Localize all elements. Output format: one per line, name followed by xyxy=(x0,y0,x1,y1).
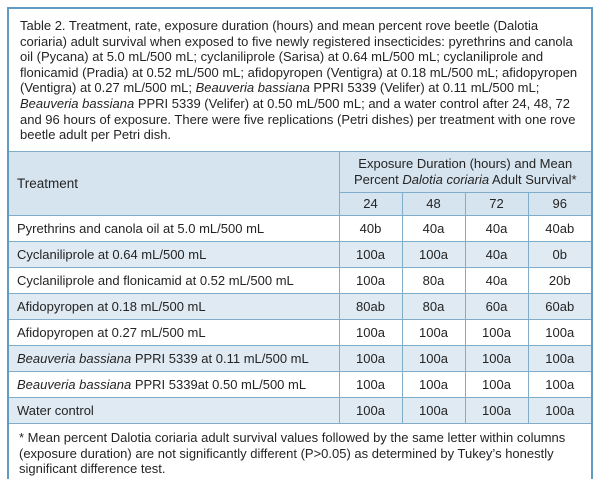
survival-value: 100a xyxy=(338,266,403,294)
survival-value: 100a xyxy=(401,344,466,372)
survival-value: 100a xyxy=(464,370,529,398)
survival-value: 100a xyxy=(338,344,403,372)
survival-value: 20b xyxy=(527,266,592,294)
table-header: Treatment Exposure Duration (hours) and … xyxy=(8,151,592,216)
treatment-name: Beauveria bassiana PPRI 5339at 0.50 mL/5… xyxy=(8,370,340,398)
survival-value: 80a xyxy=(401,292,466,320)
survival-value: 100a xyxy=(401,318,466,346)
survival-value: 100a xyxy=(338,318,403,346)
hour-header-48: 48 xyxy=(401,191,466,216)
survival-table: Treatment Exposure Duration (hours) and … xyxy=(8,151,592,424)
treatment-name: Pyrethrins and canola oil at 5.0 mL/500 … xyxy=(8,214,340,242)
header-row-hours: 24 48 72 96 xyxy=(9,191,592,216)
table-row: Pyrethrins and canola oil at 5.0 mL/500 … xyxy=(8,214,592,242)
survival-value: 40a xyxy=(464,240,529,268)
table-row: Cyclaniliprole and flonicamid at 0.52 mL… xyxy=(8,266,592,294)
treatment-name: Beauveria bassiana PPRI 5339 at 0.11 mL/… xyxy=(8,344,340,372)
header-row-group: Treatment Exposure Duration (hours) and … xyxy=(8,151,592,216)
survival-column-group-header: Exposure Duration (hours) and Mean Perce… xyxy=(338,151,592,193)
table-footnote: * Mean percent Dalotia coriaria adult su… xyxy=(9,423,591,484)
table-row: Afidopyropen at 0.27 mL/500 mL 100a 100a… xyxy=(8,318,592,346)
survival-value: 80a xyxy=(401,266,466,294)
table-row: Cyclaniliprole at 0.64 mL/500 mL 100a 10… xyxy=(8,240,592,268)
survival-value: 60a xyxy=(464,292,529,320)
table-row: Water control 100a 100a 100a 100a xyxy=(8,396,592,424)
table-row: Beauveria bassiana PPRI 5339at 0.50 mL/5… xyxy=(8,370,592,398)
survival-value: 60ab xyxy=(527,292,592,320)
treatment-name: Cyclaniliprole and flonicamid at 0.52 mL… xyxy=(8,266,340,294)
treatment-name: Afidopyropen at 0.18 mL/500 mL xyxy=(8,292,340,320)
table-row: Afidopyropen at 0.18 mL/500 mL 80ab 80a … xyxy=(8,292,592,320)
survival-value: 40ab xyxy=(527,214,592,242)
survival-value: 100a xyxy=(527,396,592,424)
survival-value: 100a xyxy=(401,240,466,268)
survival-value: 100a xyxy=(464,318,529,346)
survival-value: 100a xyxy=(338,370,403,398)
treatment-column-header: Treatment xyxy=(8,151,340,216)
survival-value: 40b xyxy=(338,214,403,242)
table-body: Pyrethrins and canola oil at 5.0 mL/500 … xyxy=(8,214,592,424)
survival-value: 100a xyxy=(464,344,529,372)
survival-value: 100a xyxy=(527,370,592,398)
survival-value: 0b xyxy=(527,240,592,268)
survival-value: 80ab xyxy=(338,292,403,320)
survival-value: 40a xyxy=(401,214,466,242)
survival-value: 100a xyxy=(527,318,592,346)
hour-header-24: 24 xyxy=(338,191,403,216)
survival-value: 100a xyxy=(338,240,403,268)
hour-header-96: 96 xyxy=(527,191,592,216)
survival-value: 100a xyxy=(338,396,403,424)
survival-value: 100a xyxy=(401,396,466,424)
treatment-name: Cyclaniliprole at 0.64 mL/500 mL xyxy=(8,240,340,268)
survival-value: 100a xyxy=(464,396,529,424)
table-row: Beauveria bassiana PPRI 5339 at 0.11 mL/… xyxy=(8,344,592,372)
survival-value: 100a xyxy=(527,344,592,372)
treatment-name: Water control xyxy=(8,396,340,424)
survival-value: 40a xyxy=(464,266,529,294)
survival-value: 100a xyxy=(401,370,466,398)
table-2-frame: Table 2. Treatment, rate, exposure durat… xyxy=(7,7,593,484)
table-caption: Table 2. Treatment, rate, exposure durat… xyxy=(9,9,591,152)
survival-value: 40a xyxy=(464,214,529,242)
treatment-name: Afidopyropen at 0.27 mL/500 mL xyxy=(8,318,340,346)
hour-header-72: 72 xyxy=(464,191,529,216)
